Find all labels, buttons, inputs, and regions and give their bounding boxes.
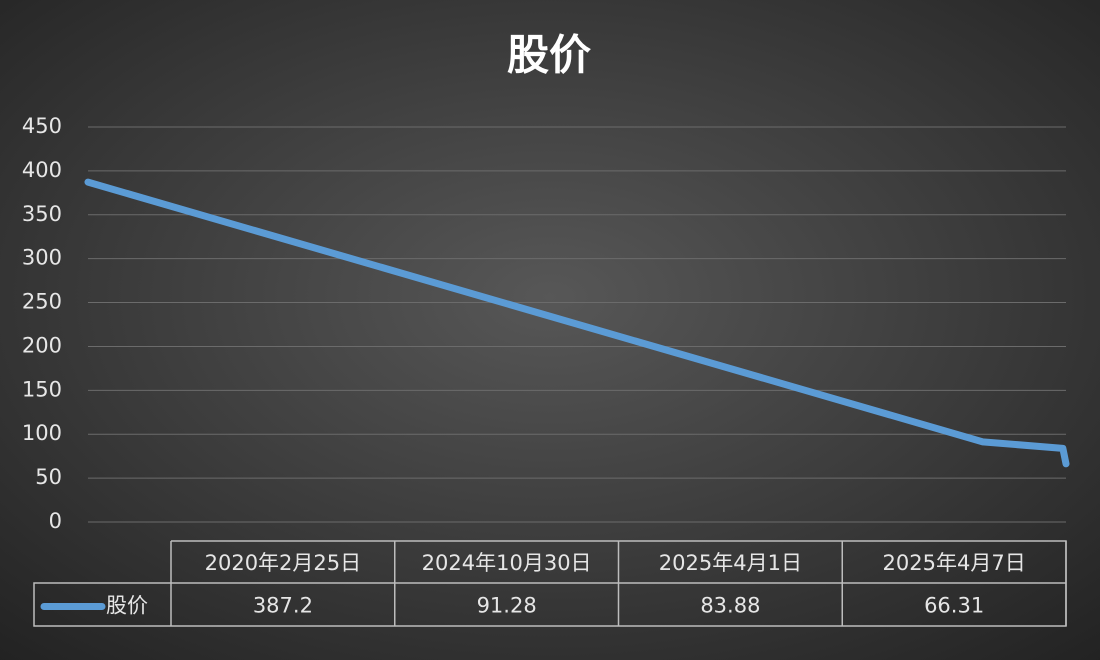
data-line [84, 178, 1070, 468]
data-table-value: 387.2 [253, 594, 313, 618]
y-tick-label: 100 [22, 421, 62, 445]
y-tick-label: 450 [22, 114, 62, 138]
x-tick-label: 2024年10月30日 [422, 551, 592, 575]
data-table-value: 91.28 [477, 594, 537, 618]
y-tick-label: 350 [22, 202, 62, 226]
y-tick-label: 150 [22, 377, 62, 401]
data-table-value: 83.88 [700, 594, 760, 618]
y-tick-label: 300 [22, 246, 62, 270]
x-tick-label: 2020年2月25日 [205, 551, 362, 575]
y-tick-label: 200 [22, 333, 62, 357]
legend-label: 股价 [106, 594, 148, 618]
data-table-value: 66.31 [924, 594, 984, 618]
x-tick-label: 2025年4月1日 [659, 551, 802, 575]
data-table-border [33, 540, 1067, 627]
y-tick-label: 0 [49, 509, 62, 533]
y-tick-label: 400 [22, 158, 62, 182]
chart-title: 股价 [507, 31, 591, 80]
y-tick-label: 250 [22, 290, 62, 314]
x-tick-label: 2025年4月7日 [883, 551, 1026, 575]
y-tick-label: 50 [35, 465, 62, 489]
